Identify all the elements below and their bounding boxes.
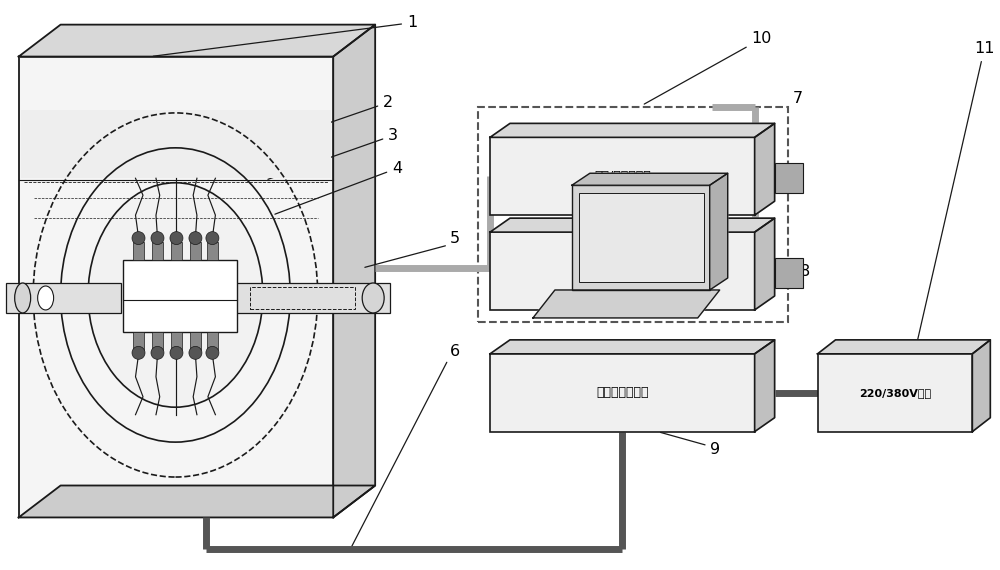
Bar [775, 163, 803, 193]
Bar [235, 283, 390, 313]
Circle shape [206, 231, 219, 245]
Bar [19, 56, 333, 518]
Bar [190, 332, 201, 350]
Text: 5: 5 [450, 231, 460, 246]
Text: 6: 6 [450, 344, 460, 359]
Bar [207, 242, 218, 260]
Text: 8: 8 [799, 263, 810, 279]
Text: 10: 10 [644, 31, 772, 104]
Text: 模拟/数字转换器: 模拟/数字转换器 [594, 170, 651, 183]
Bar [250, 287, 355, 309]
Bar [478, 107, 788, 322]
Text: 7: 7 [793, 91, 803, 106]
Polygon shape [490, 340, 775, 354]
Polygon shape [333, 25, 375, 518]
Text: 220/380V供电: 220/380V供电 [859, 388, 931, 398]
Polygon shape [19, 25, 375, 56]
Bar [490, 232, 755, 310]
Bar [775, 258, 803, 288]
Bar [133, 332, 144, 350]
Text: 3: 3 [268, 128, 398, 180]
Text: 1: 1 [153, 15, 417, 56]
Bar [152, 332, 163, 350]
Polygon shape [755, 123, 775, 215]
Polygon shape [972, 340, 990, 431]
Circle shape [170, 347, 183, 359]
Bar [207, 332, 218, 350]
Circle shape [132, 231, 145, 245]
Bar [818, 354, 972, 431]
Text: 电机控制器: 电机控制器 [604, 264, 641, 278]
Polygon shape [755, 340, 775, 431]
Text: 4: 4 [275, 161, 402, 214]
Bar [6, 283, 121, 313]
Circle shape [151, 231, 164, 245]
Circle shape [189, 231, 202, 245]
Bar [190, 242, 201, 260]
Bar [572, 185, 710, 290]
Circle shape [189, 347, 202, 359]
Circle shape [132, 347, 145, 359]
Polygon shape [572, 173, 728, 185]
Polygon shape [818, 340, 990, 354]
Bar [579, 193, 704, 282]
Ellipse shape [38, 286, 54, 310]
Polygon shape [533, 290, 720, 318]
Bar [171, 242, 182, 260]
Text: 交直流转换系统: 交直流转换系统 [596, 386, 649, 399]
Ellipse shape [362, 283, 384, 313]
Ellipse shape [88, 183, 263, 407]
Text: 2: 2 [258, 95, 393, 148]
Polygon shape [710, 173, 728, 290]
Bar [21, 111, 331, 178]
Circle shape [170, 231, 183, 245]
Bar [152, 242, 163, 260]
Ellipse shape [15, 283, 31, 313]
Polygon shape [490, 123, 775, 137]
Circle shape [151, 347, 164, 359]
Polygon shape [19, 486, 375, 518]
Bar [490, 137, 755, 215]
Polygon shape [490, 218, 775, 232]
Bar [123, 260, 237, 332]
Bar [490, 354, 755, 431]
Polygon shape [755, 218, 775, 310]
Circle shape [206, 347, 219, 359]
Bar [133, 242, 144, 260]
Bar [171, 332, 182, 350]
Text: 11: 11 [915, 41, 995, 351]
Text: 9: 9 [710, 442, 720, 457]
